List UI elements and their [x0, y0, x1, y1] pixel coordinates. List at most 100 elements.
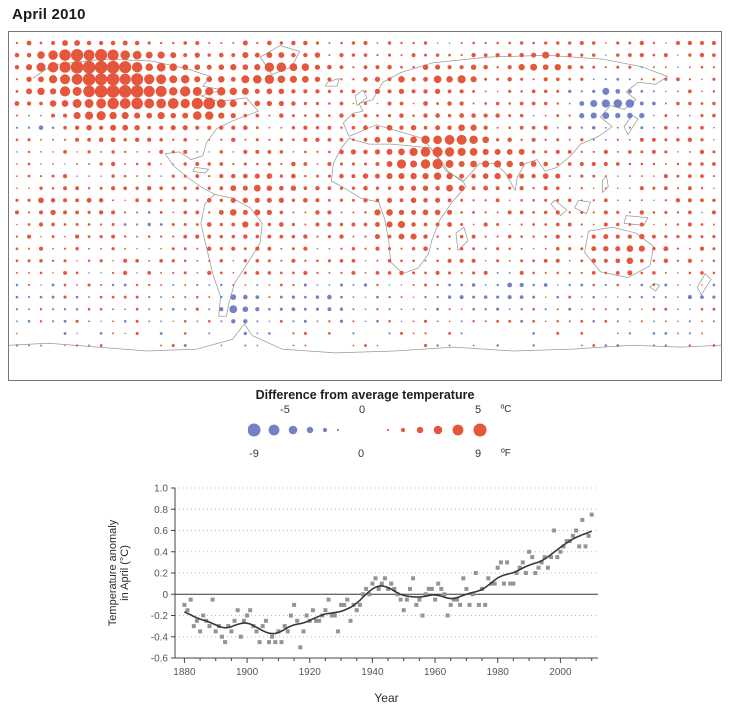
anomaly-dot	[172, 296, 175, 299]
anomaly-dot	[495, 198, 500, 203]
anomaly-dot	[423, 343, 428, 348]
anomaly-dot	[280, 247, 283, 250]
anomaly-dot	[111, 295, 115, 299]
anomaly-dot	[700, 162, 704, 166]
anomaly-dot	[242, 185, 248, 191]
anomaly-dot	[652, 246, 656, 251]
data-point-square	[417, 597, 422, 602]
anomaly-dot	[532, 295, 536, 299]
data-point-square	[570, 533, 575, 538]
anomaly-dot	[603, 234, 609, 240]
anomaly-dot	[420, 159, 431, 169]
anomaly-dot	[339, 52, 344, 58]
anomaly-dot	[304, 150, 307, 154]
anomaly-dot	[159, 149, 164, 154]
anomaly-dot	[363, 185, 368, 191]
anomaly-dot	[86, 40, 92, 46]
anomaly-dot	[436, 235, 439, 238]
anomaly-dot	[712, 175, 715, 178]
anomaly-dot	[219, 125, 224, 130]
anomaly-dot	[99, 40, 104, 46]
anomaly-dot	[218, 64, 225, 70]
anomaly-dot	[232, 151, 235, 153]
anomaly-dot	[386, 197, 393, 203]
anomaly-dot	[530, 161, 537, 167]
anomaly-dot	[496, 90, 499, 93]
anomaly-dot	[568, 89, 572, 94]
data-point-square	[361, 592, 365, 597]
anomaly-dot	[496, 307, 500, 311]
anomaly-dot	[184, 284, 187, 286]
anomaly-dot	[27, 211, 31, 214]
anomaly-dot	[701, 284, 703, 286]
anomaly-dot	[292, 344, 295, 347]
anomaly-dot	[616, 53, 620, 57]
anomaly-dot	[351, 174, 356, 179]
anomaly-dot	[604, 271, 608, 275]
anomaly-dot	[520, 235, 523, 238]
anomaly-dot	[59, 61, 71, 73]
anomaly-dot	[483, 185, 489, 191]
data-point-square	[429, 586, 434, 591]
anomaly-dot	[386, 221, 393, 228]
anomaly-dot	[519, 161, 525, 167]
anomaly-dot	[88, 296, 90, 299]
anomaly-dot	[580, 308, 583, 311]
anomaly-dot	[63, 331, 67, 335]
anomaly-dot	[63, 247, 67, 250]
anomaly-dot	[147, 271, 152, 275]
anomaly-dot	[231, 234, 235, 239]
anomaly-dot	[279, 41, 284, 45]
anomaly-dot	[640, 175, 643, 178]
anomaly-dot	[592, 283, 596, 287]
anomaly-dot	[183, 344, 187, 347]
anomaly-dot	[629, 284, 631, 286]
data-point-square	[464, 586, 469, 591]
anomaly-dot	[71, 73, 83, 85]
anomaly-dot	[339, 101, 344, 106]
anomaly-dot	[688, 174, 692, 178]
legend-label-c-zero: 0	[358, 404, 366, 416]
anomaly-dot	[110, 186, 116, 191]
anomaly-dot	[62, 198, 68, 203]
data-point-square	[492, 581, 497, 586]
anomaly-dot	[700, 138, 704, 142]
anomaly-dot	[364, 247, 367, 250]
anomaly-dot	[159, 138, 163, 142]
anomaly-dot	[327, 259, 331, 263]
anomaly-dot	[26, 88, 33, 95]
anomaly-dot	[291, 247, 295, 251]
anomaly-dot	[15, 41, 19, 45]
anomaly-dot	[196, 259, 199, 262]
anomaly-dot	[592, 89, 596, 93]
anomaly-dot	[447, 113, 452, 118]
anomaly-dot	[106, 60, 120, 74]
anomaly-dot	[292, 332, 295, 335]
anomaly-dot	[459, 247, 464, 251]
legend-label-c-min: -5	[280, 404, 290, 416]
anomaly-dot	[351, 125, 356, 130]
anomaly-dot	[412, 320, 415, 323]
anomaly-dot	[640, 90, 644, 93]
anomaly-dot	[123, 235, 127, 238]
anomaly-dot	[291, 173, 296, 179]
anomaly-dot	[183, 210, 188, 215]
anomaly-dot	[196, 272, 199, 274]
anomaly-dot	[364, 272, 367, 274]
anomaly-dot	[218, 112, 225, 119]
anomaly-dot	[652, 271, 656, 275]
anomaly-dot	[124, 163, 127, 165]
anomaly-dot	[88, 344, 91, 347]
data-point-square	[304, 613, 309, 618]
anomaly-dot	[364, 211, 367, 214]
anomaly-dot	[27, 150, 31, 154]
anomaly-dot	[676, 332, 679, 335]
anomaly-dot	[86, 197, 92, 203]
anomaly-dot	[520, 223, 523, 226]
anomaly-dot	[49, 100, 57, 107]
anomaly-dot	[507, 282, 513, 288]
anomaly-dot	[568, 126, 572, 130]
anomaly-dot	[507, 65, 512, 70]
anomaly-dot	[243, 149, 248, 154]
data-point-square	[282, 624, 287, 629]
